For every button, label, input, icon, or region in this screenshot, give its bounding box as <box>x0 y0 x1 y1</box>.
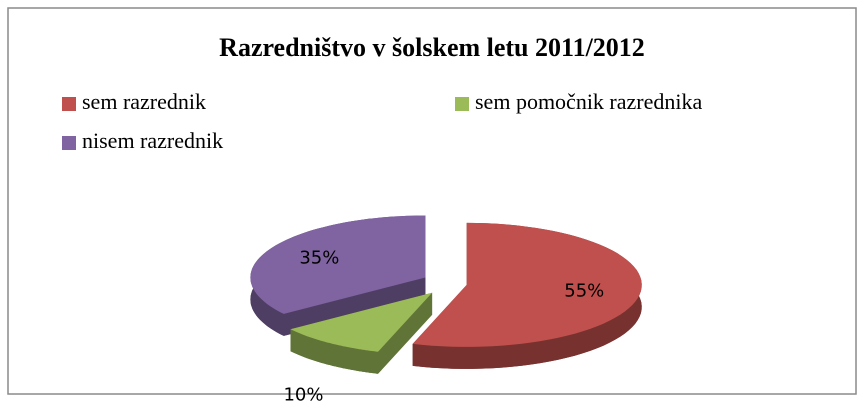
data-label: 55% <box>564 280 604 301</box>
legend-label: nisem razrednik <box>82 128 223 153</box>
slice <box>412 222 642 347</box>
legend-swatch <box>455 97 469 111</box>
data-label: 10% <box>283 384 323 403</box>
slice-side <box>283 277 426 336</box>
legend-label: sem pomočnik razrednika <box>475 89 702 114</box>
legend-label: sem razrednik <box>82 89 206 114</box>
legend-swatch <box>62 97 76 111</box>
slice <box>250 215 426 314</box>
legend-swatch <box>62 136 76 150</box>
data-label: 35% <box>299 247 339 268</box>
slice-side <box>290 329 378 374</box>
chart-title: Razredništvo v šolskem letu 2011/2012 <box>219 33 645 62</box>
slice <box>290 292 433 352</box>
